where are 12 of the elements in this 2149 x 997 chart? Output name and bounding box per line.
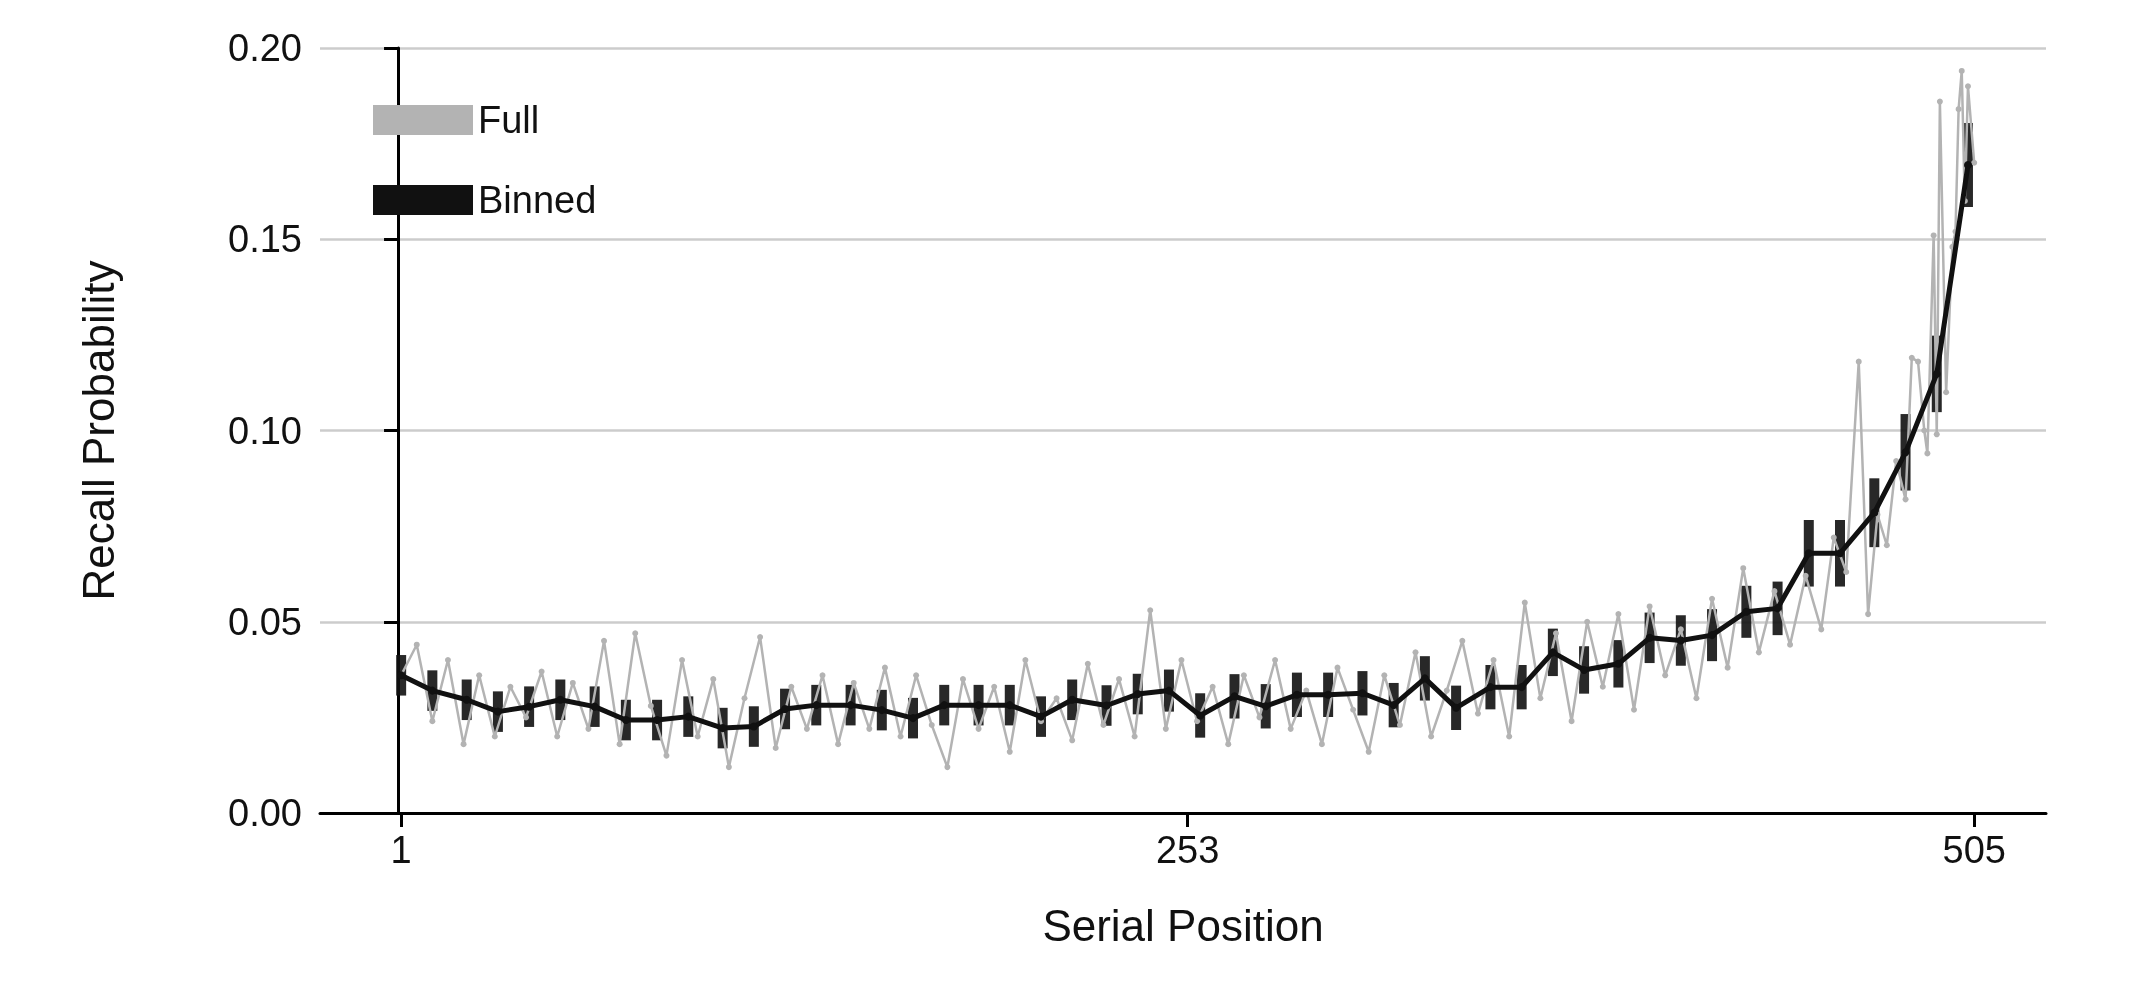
y-tick-label: 0.00	[228, 792, 302, 834]
y-tick-label: 0.15	[228, 218, 302, 261]
y-tick-label: 0.10	[228, 409, 302, 452]
legend-label: Full	[478, 99, 540, 141]
x-tick-label: 505	[1942, 829, 2006, 871]
y-tick-label: 0.20	[228, 27, 302, 69]
legend-label: Binned	[478, 179, 597, 221]
x-tick-label: 253	[1155, 829, 1220, 871]
y-axis-title: Recall Probability	[73, 260, 123, 601]
x-axis-title: Serial Position	[1042, 900, 1324, 950]
y-tick-label: 0.05	[228, 600, 302, 643]
x-tick-label: 1	[390, 829, 412, 871]
